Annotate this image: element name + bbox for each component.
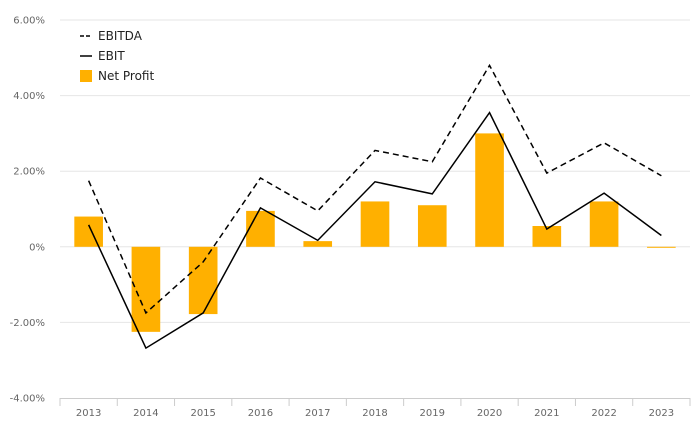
y-tick-label: 2.00% (13, 167, 45, 178)
net-profit-bar (74, 216, 103, 247)
legend-item: Net Profit (80, 69, 154, 83)
net-profit-bar (360, 201, 390, 247)
x-tick-label: 2015 (190, 408, 215, 419)
net-profit-bar (246, 210, 275, 247)
y-tick-label: 6.00% (13, 16, 45, 27)
line-series (87, 63, 662, 350)
net-profit-bars (74, 133, 676, 332)
x-axis (59, 398, 691, 406)
x-tick-label: 2023 (649, 408, 674, 419)
ebitda-line (87, 63, 662, 315)
x-tick-label: 2020 (477, 408, 502, 419)
legend-item: EBITDA (80, 29, 143, 43)
ebit-line (87, 111, 662, 350)
x-tick-label: 2021 (534, 408, 559, 419)
x-tick-label: 2019 (420, 408, 445, 419)
net-profit-bar (303, 241, 333, 247)
net-profit-bar (131, 246, 161, 332)
gridlines (60, 19, 690, 323)
x-axis-tick-labels: 2013 2014 2015 2016 2017 2018 2019 2020 2021 2022… (76, 408, 674, 419)
net-profit-bar (589, 201, 619, 247)
legend-label: Net Profit (98, 69, 154, 83)
legend-label: EBIT (98, 49, 125, 63)
net-profit-bar (417, 205, 447, 247)
legend: EBITDA EBIT Net Profit (80, 29, 154, 83)
net-profit-bar (532, 226, 562, 247)
legend-item: EBIT (80, 49, 125, 63)
y-tick-label: -4.00% (10, 394, 45, 405)
x-tick-label: 2018 (362, 408, 387, 419)
x-tick-label: 2014 (133, 408, 158, 419)
y-tick-label: 0% (29, 242, 45, 253)
net-profit-bar (188, 246, 218, 315)
net-profit-bar (647, 246, 676, 248)
y-axis-tick-labels: -4.00% -2.00% 0% 2.00% 4.00% 6.00% (10, 16, 45, 405)
y-tick-label: -2.00% (10, 318, 45, 329)
net-profit-bar (475, 133, 504, 247)
x-tick-label: 2017 (305, 408, 330, 419)
legend-label: EBITDA (98, 29, 143, 43)
x-tick-label: 2013 (76, 408, 101, 419)
y-tick-label: 4.00% (13, 91, 45, 102)
x-tick-label: 2022 (591, 408, 616, 419)
legend-swatch-net-profit (80, 70, 92, 82)
x-tick-label: 2016 (248, 408, 273, 419)
